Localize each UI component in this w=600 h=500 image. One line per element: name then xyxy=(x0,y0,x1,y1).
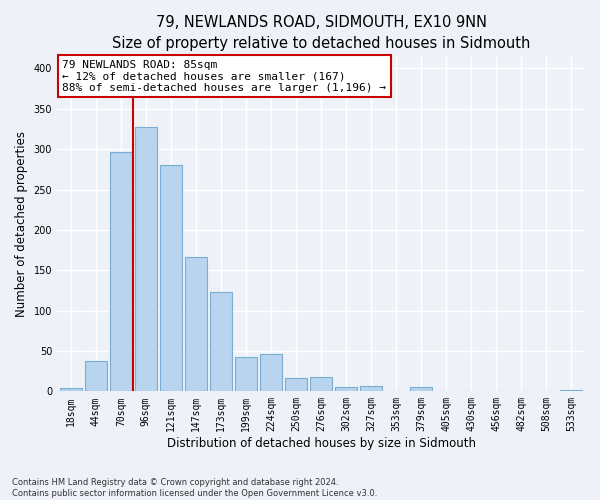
Bar xyxy=(134,128,157,392)
Bar xyxy=(160,166,182,392)
Bar xyxy=(185,256,207,392)
Bar xyxy=(59,388,82,392)
Bar xyxy=(435,390,457,392)
Bar xyxy=(560,390,583,392)
X-axis label: Distribution of detached houses by size in Sidmouth: Distribution of detached houses by size … xyxy=(167,437,476,450)
Bar xyxy=(310,377,332,392)
Y-axis label: Number of detached properties: Number of detached properties xyxy=(15,131,28,317)
Title: 79, NEWLANDS ROAD, SIDMOUTH, EX10 9NN
Size of property relative to detached hous: 79, NEWLANDS ROAD, SIDMOUTH, EX10 9NN Si… xyxy=(112,15,530,51)
Bar xyxy=(285,378,307,392)
Bar xyxy=(385,390,407,392)
Bar xyxy=(510,390,532,392)
Bar xyxy=(235,358,257,392)
Bar xyxy=(410,388,433,392)
Bar xyxy=(360,386,382,392)
Bar xyxy=(85,362,107,392)
Bar xyxy=(260,354,282,392)
Text: 79 NEWLANDS ROAD: 85sqm
← 12% of detached houses are smaller (167)
88% of semi-d: 79 NEWLANDS ROAD: 85sqm ← 12% of detache… xyxy=(62,60,386,93)
Bar xyxy=(209,292,232,392)
Bar xyxy=(110,152,132,392)
Text: Contains HM Land Registry data © Crown copyright and database right 2024.
Contai: Contains HM Land Registry data © Crown c… xyxy=(12,478,377,498)
Bar xyxy=(335,388,358,392)
